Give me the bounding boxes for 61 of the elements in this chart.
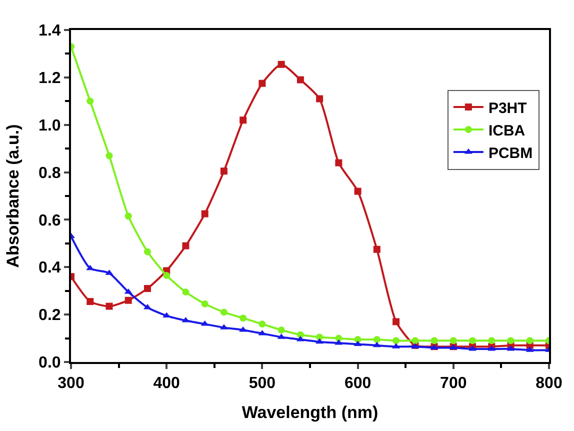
point (469, 337, 476, 344)
point (124, 296, 132, 304)
point (392, 337, 400, 344)
point (106, 152, 113, 160)
point (278, 60, 285, 68)
point (182, 288, 190, 296)
point (392, 318, 400, 326)
point (373, 246, 380, 253)
x-tick-label: 800 (536, 375, 562, 392)
point (240, 116, 247, 124)
point (450, 337, 457, 344)
x-tick-label: 400 (153, 375, 180, 392)
y-tick-label: 0.2 (38, 307, 61, 324)
y-tick-label: 0.8 (38, 164, 61, 182)
point (354, 188, 362, 195)
legend-label: ICBA (488, 122, 526, 140)
y-tick-label: 1.4 (38, 22, 61, 40)
point (296, 76, 304, 84)
point (144, 248, 151, 256)
point (278, 326, 285, 334)
point (372, 342, 381, 348)
point (86, 298, 94, 306)
point (526, 337, 534, 344)
point (506, 345, 515, 351)
point (240, 314, 247, 322)
x-tick-label: 600 (344, 375, 372, 392)
point (430, 337, 438, 344)
point (182, 242, 190, 250)
point (163, 272, 170, 279)
point (316, 334, 324, 341)
point (86, 98, 94, 105)
y-axis-title: Absorbance (a.u.) (4, 124, 23, 268)
y-tick-label: 0.4 (38, 260, 61, 277)
point (316, 338, 324, 344)
y-tick-label: 1.2 (38, 70, 61, 88)
point (373, 336, 380, 343)
point (144, 284, 151, 292)
y-tick-label: 0.0 (38, 354, 61, 372)
point (201, 210, 208, 218)
legend-label: P3HT (488, 100, 527, 117)
legend-label: PCBM (488, 144, 533, 162)
point (220, 308, 228, 316)
point (507, 337, 514, 344)
point (316, 95, 324, 102)
point (258, 80, 266, 87)
x-axis-title: Wavelength (nm) (242, 403, 378, 422)
point (258, 320, 266, 328)
x-tick-label: 500 (248, 375, 276, 392)
y-tick-label: 1.0 (38, 117, 61, 134)
x-tick-label: 300 (58, 375, 84, 392)
point (220, 168, 228, 175)
x-tick-label: 700 (440, 375, 467, 392)
point (239, 326, 248, 332)
point (488, 337, 496, 344)
point (296, 336, 304, 342)
point (106, 302, 113, 310)
point (335, 159, 342, 166)
y-tick-label: 0.6 (38, 212, 61, 230)
point (201, 300, 208, 308)
point (124, 212, 132, 220)
point (412, 337, 419, 344)
